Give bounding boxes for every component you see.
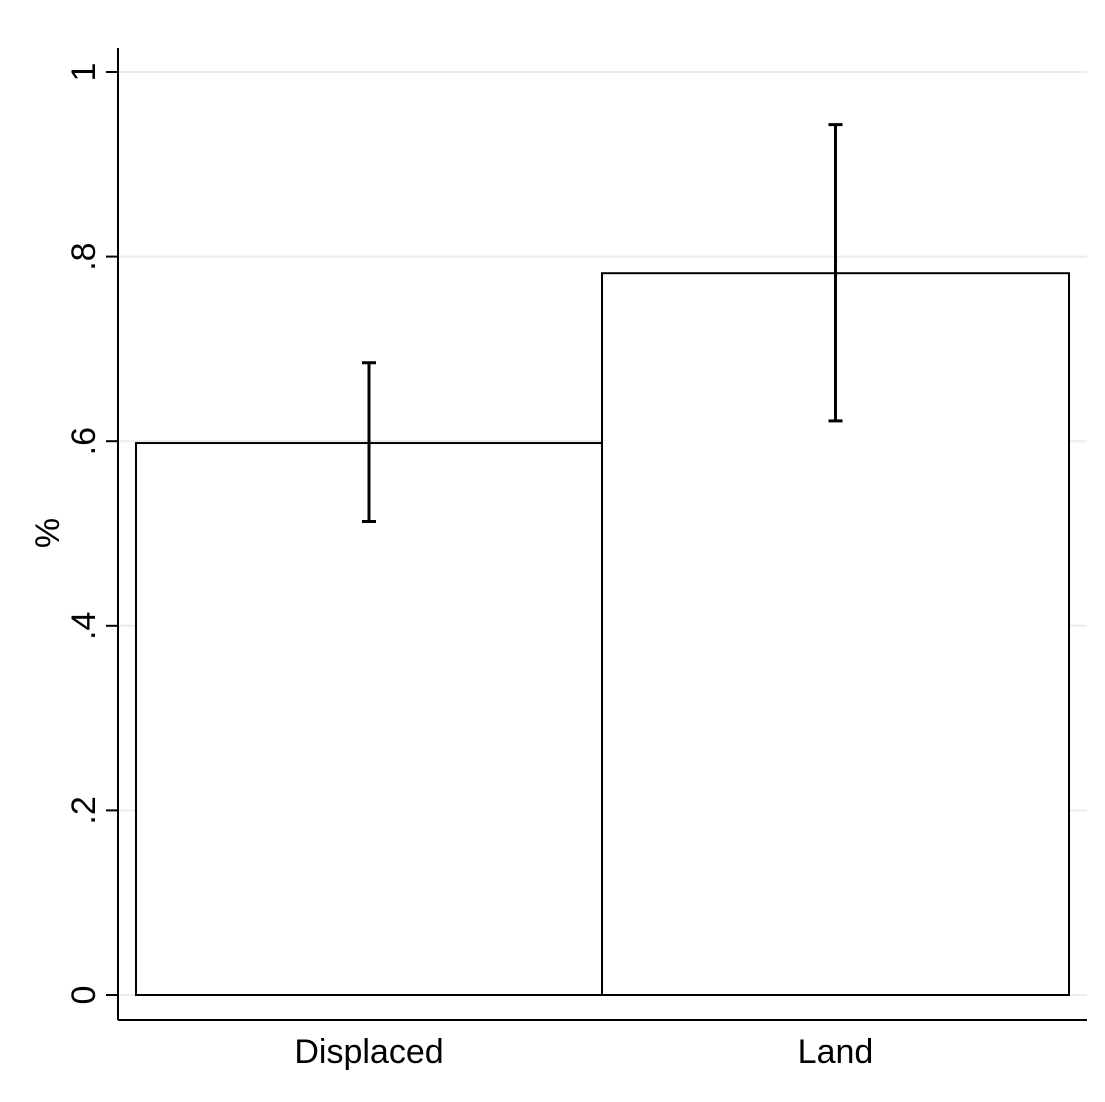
axes: 0 .2 .4 .6 .8 1 Displaced Land bbox=[65, 48, 1087, 1071]
error-bars bbox=[362, 123, 843, 524]
y-tick-label: .6 bbox=[65, 427, 103, 455]
y-tick-label: .8 bbox=[65, 242, 103, 270]
y-axis-title: % bbox=[29, 518, 67, 548]
bar bbox=[135, 442, 603, 996]
y-tick-label: .2 bbox=[65, 796, 103, 824]
x-category-label: Displaced bbox=[294, 1033, 443, 1071]
x-category-label: Land bbox=[798, 1033, 874, 1071]
y-tick-label: .4 bbox=[65, 612, 103, 640]
y-tick-label: 1 bbox=[65, 63, 103, 82]
bars bbox=[135, 272, 1070, 996]
y-tick-label: 0 bbox=[65, 986, 103, 1005]
